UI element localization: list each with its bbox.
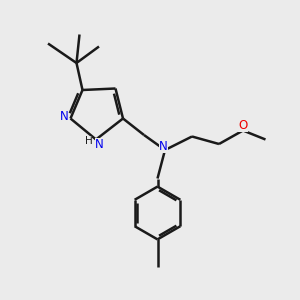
Text: N: N (59, 110, 68, 124)
Text: O: O (238, 118, 247, 132)
Text: N: N (159, 140, 168, 153)
Text: H: H (85, 136, 92, 146)
Text: N: N (95, 138, 104, 152)
